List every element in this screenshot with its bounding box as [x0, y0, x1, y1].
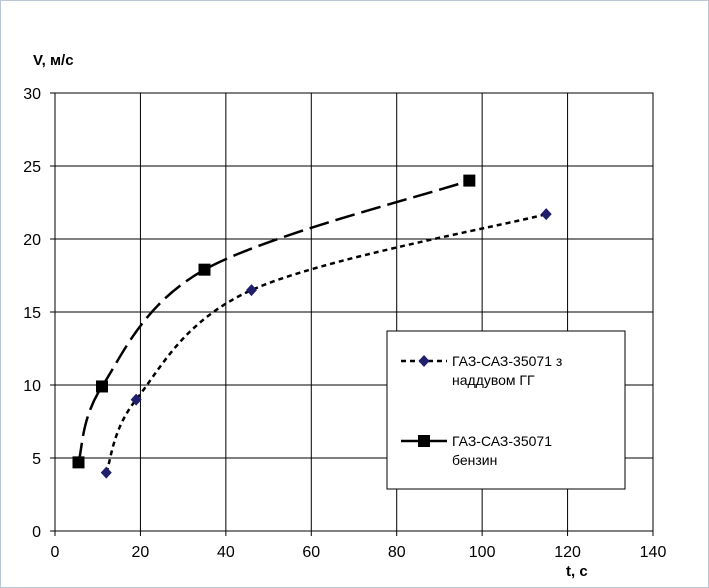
series-layer [72, 174, 552, 479]
y-tick-label: 0 [32, 524, 41, 541]
x-axis: 0 20 40 60 80 100 120 140 [51, 531, 667, 561]
series-1 [100, 208, 552, 479]
y-tick-label: 30 [23, 86, 41, 103]
data-point [198, 263, 211, 276]
y-tick-label: 15 [23, 305, 41, 322]
data-point [72, 456, 85, 469]
x-tick-label: 0 [51, 544, 60, 561]
y-tick-label: 20 [23, 232, 41, 249]
y-tick-label: 5 [32, 451, 41, 468]
legend-label: ГАЗ-САЗ-35071 [452, 433, 552, 449]
series-line [77, 179, 470, 463]
y-axis-title: V, м/с [33, 52, 74, 69]
legend-label: наддувом ГГ [452, 372, 535, 388]
legend-label: бензин [452, 452, 497, 468]
y-tick-label: 10 [23, 378, 41, 395]
x-tick-label: 60 [302, 544, 320, 561]
legend: ГАЗ-САЗ-35071 з наддувом ГГ ГАЗ-САЗ-35071 б… [386, 330, 626, 490]
data-point [540, 208, 552, 221]
legend-label: ГАЗ-САЗ-35071 з [452, 353, 562, 369]
series-2 [72, 174, 476, 469]
x-axis-title: t, с [566, 563, 588, 580]
x-tick-label: 120 [554, 544, 581, 561]
data-point [463, 174, 476, 187]
legend-marker [418, 435, 430, 447]
x-tick-label: 20 [132, 544, 150, 561]
x-tick-label: 40 [217, 544, 235, 561]
data-point [130, 393, 142, 406]
x-tick-label: 100 [469, 544, 496, 561]
y-axis: 0 5 10 15 20 25 30 [23, 86, 55, 541]
legend-box [386, 330, 626, 490]
x-tick-label: 140 [640, 544, 667, 561]
data-point [95, 380, 108, 393]
x-tick-label: 80 [388, 544, 406, 561]
data-point [100, 466, 112, 479]
data-point [245, 284, 257, 297]
series-line [105, 212, 547, 474]
legend-marker [418, 355, 430, 367]
y-tick-label: 25 [23, 159, 41, 176]
